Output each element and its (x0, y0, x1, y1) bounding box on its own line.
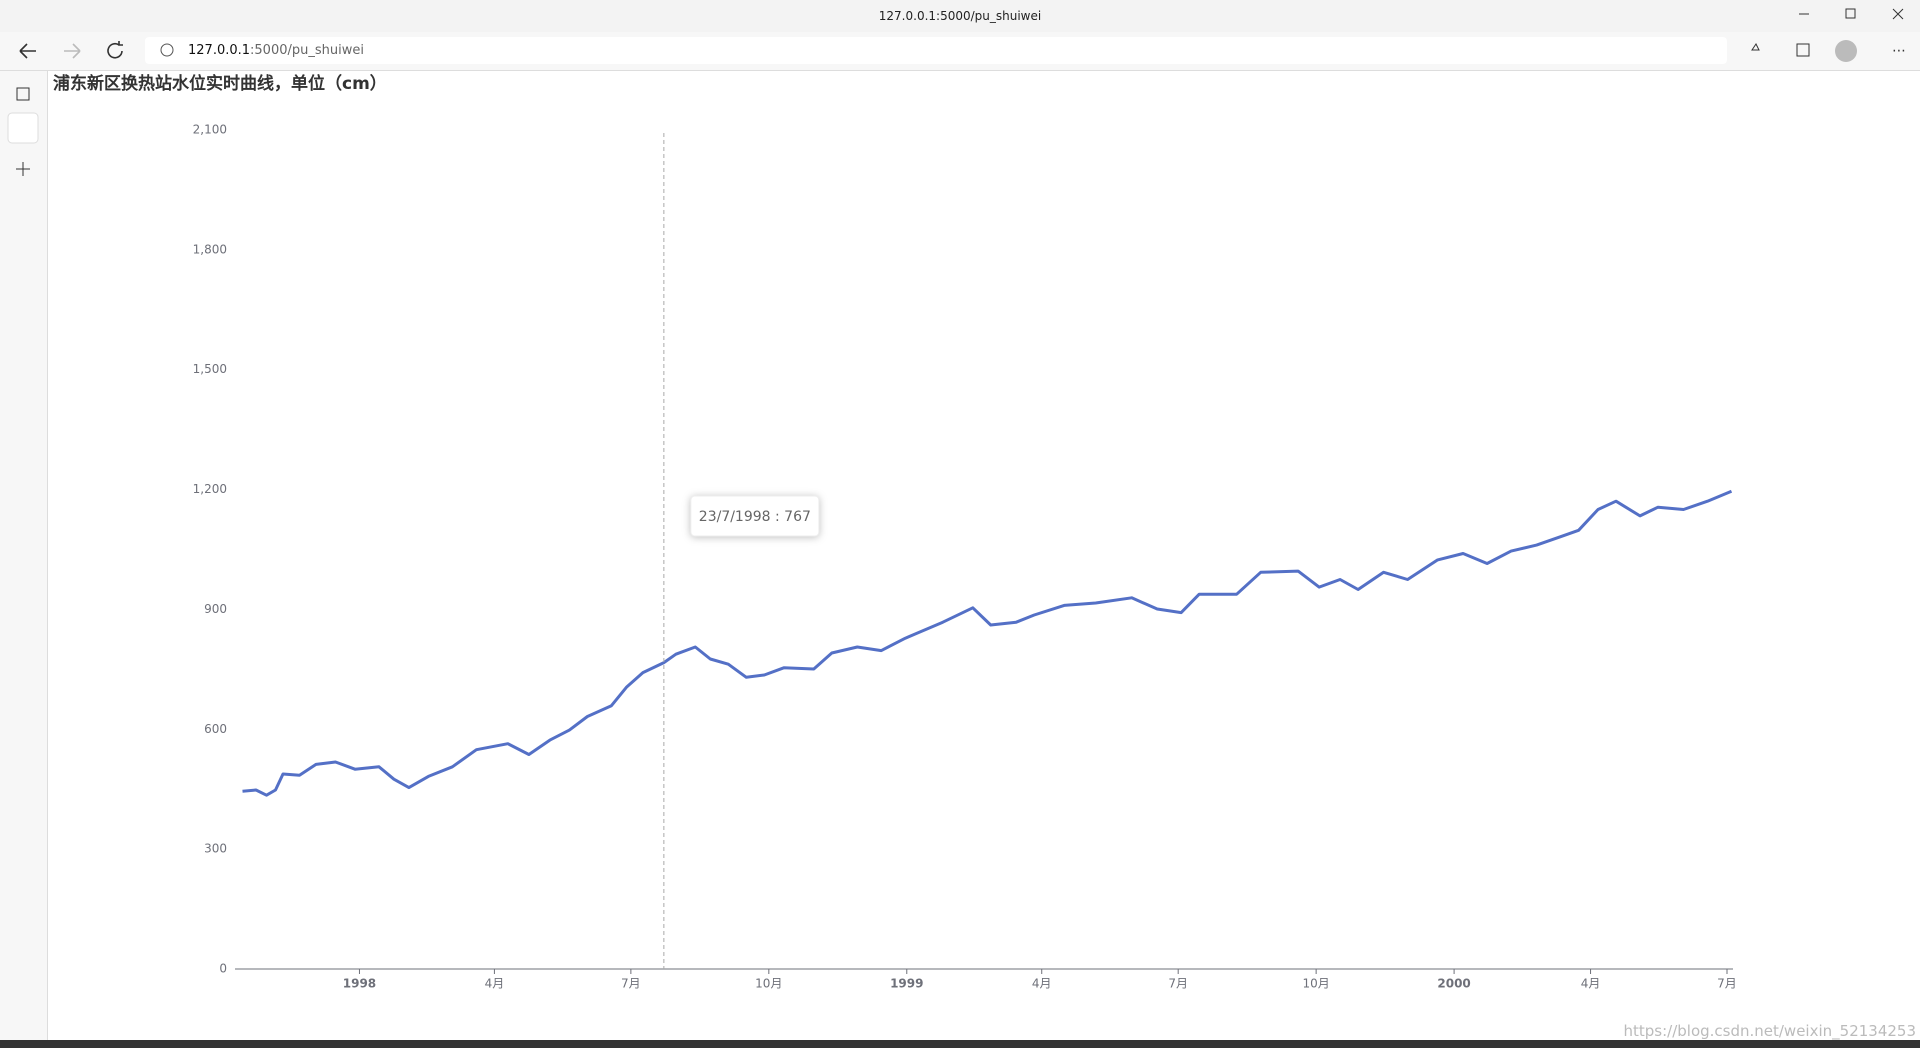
url-host: 127.0.0.1 (188, 43, 251, 58)
menu-button[interactable]: ⋯ (1892, 43, 1906, 59)
y-tick-label: 1,500 (193, 362, 227, 376)
url-field[interactable]: 127.0.0.1:5000/pu_shuiwei (145, 37, 1727, 64)
new-tab[interactable] (16, 162, 30, 176)
y-tick-label: 1,800 (193, 242, 227, 256)
url-text: 127.0.0.1:5000/pu_shuiwei (188, 43, 364, 58)
address-bar: 127.0.0.1:5000/pu_shuiwei ⋯ (0, 32, 1920, 71)
restore[interactable] (1845, 8, 1856, 19)
toolbar-icons: ⋯ (1751, 40, 1906, 62)
x-tick-label: 1998 (343, 977, 376, 991)
y-tick-label: 2,100 (193, 123, 227, 137)
refresh-button[interactable] (107, 41, 123, 59)
favorites-button[interactable] (1751, 43, 1760, 51)
x-tick-label: 7月 (1168, 977, 1188, 991)
back-button[interactable] (19, 43, 36, 59)
tab-actions[interactable] (16, 87, 30, 101)
active-tab[interactable] (7, 112, 39, 144)
close[interactable] (1892, 8, 1904, 20)
info-icon (160, 43, 174, 57)
y-tick-label: 600 (204, 722, 227, 736)
collections-button[interactable] (1796, 43, 1810, 57)
y-tick-label: 300 (204, 842, 227, 856)
x-tick-label: 4月 (1581, 977, 1601, 991)
sidebar (0, 71, 48, 1040)
chart: 浦东新区换热站水位实时曲线，单位（cm） 0 300 600 900 1,200 1,50… (53, 73, 1737, 991)
forward-button[interactable] (64, 43, 81, 59)
y-tick-label: 0 (219, 962, 227, 976)
x-tick-label: 2000 (1437, 977, 1470, 991)
x-tick-label: 1999 (890, 977, 923, 991)
y-tick-label: 1,200 (193, 482, 227, 496)
x-tick-label: 7月 (1717, 977, 1737, 991)
profile-button[interactable] (1835, 40, 1857, 62)
watermark: https://blog.csdn.net/weixin_52134253 (1623, 1022, 1916, 1040)
tooltip-text: 23/7/1998 : 767 (699, 509, 811, 525)
sidebar-icons (7, 87, 39, 176)
x-tick-label: 4月 (485, 977, 505, 991)
tab-title: 127.0.0.1:5000/pu_shuiwei (878, 9, 1042, 23)
taskbar (0, 1040, 1920, 1048)
tooltip-box (690, 495, 820, 537)
y-tick-label: 900 (204, 602, 227, 616)
x-tick-label: 10月 (1302, 977, 1329, 991)
url-path: :5000/pu_shuiwei (250, 43, 364, 58)
data-line (242, 489, 1733, 797)
title-bar: 127.0.0.1:5000/pu_shuiwei (0, 0, 1920, 32)
x-tick-label: 4月 (1032, 977, 1052, 991)
x-tick-label: 7月 (621, 977, 641, 991)
chart-title: 浦东新区换热站水位实时曲线，单位（cm） (53, 73, 387, 94)
window-controls (1799, 8, 1904, 20)
x-tick-label: 10月 (755, 977, 782, 991)
tooltip: 23/7/1998 : 767 (690, 495, 820, 537)
nav-buttons (19, 41, 123, 59)
